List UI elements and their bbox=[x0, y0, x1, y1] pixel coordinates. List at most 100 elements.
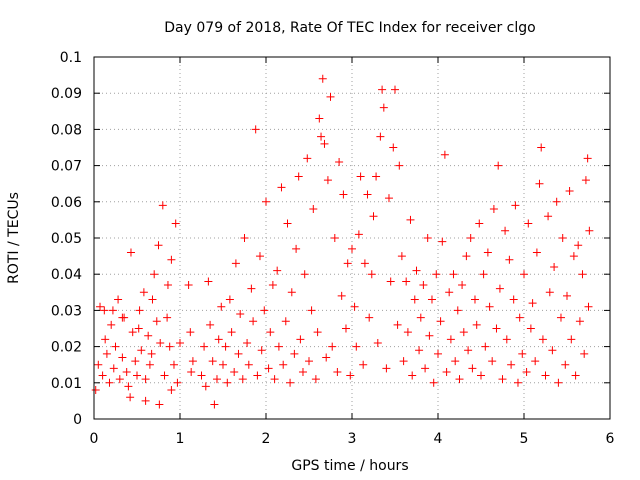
data-point bbox=[300, 270, 309, 279]
data-point bbox=[545, 288, 554, 297]
data-point bbox=[91, 386, 100, 395]
data-point bbox=[494, 161, 503, 170]
data-point bbox=[337, 291, 346, 300]
data-point bbox=[372, 172, 381, 181]
data-point bbox=[477, 371, 485, 380]
data-point bbox=[421, 364, 430, 373]
data-point bbox=[522, 367, 531, 376]
data-point bbox=[453, 306, 462, 315]
data-point bbox=[416, 313, 425, 322]
data-point bbox=[188, 357, 197, 366]
data-point bbox=[294, 172, 303, 181]
data-point bbox=[382, 364, 391, 373]
data-points bbox=[91, 74, 594, 409]
data-point bbox=[158, 201, 167, 210]
data-point bbox=[124, 382, 133, 391]
x-tick-label: 3 bbox=[348, 431, 357, 447]
data-point bbox=[513, 378, 522, 387]
y-tick-label: 0.04 bbox=[51, 267, 82, 283]
data-point bbox=[109, 364, 118, 373]
data-point bbox=[186, 328, 195, 337]
data-point bbox=[429, 378, 438, 387]
data-point bbox=[100, 306, 109, 315]
data-point bbox=[262, 197, 270, 206]
data-point bbox=[495, 284, 504, 293]
data-point bbox=[343, 259, 352, 268]
data-point bbox=[492, 324, 501, 333]
x-tick-label: 5 bbox=[520, 431, 529, 447]
data-point bbox=[281, 317, 290, 326]
data-point bbox=[402, 277, 411, 286]
data-point bbox=[354, 230, 363, 239]
data-point bbox=[483, 248, 492, 257]
y-tick-label: 0.05 bbox=[51, 231, 82, 247]
data-point bbox=[581, 176, 590, 185]
data-point bbox=[563, 291, 571, 300]
data-point bbox=[135, 306, 144, 315]
data-point bbox=[317, 132, 326, 141]
data-point bbox=[373, 338, 382, 347]
data-point bbox=[296, 335, 305, 344]
data-point bbox=[273, 266, 282, 275]
data-point bbox=[307, 306, 316, 315]
data-point bbox=[567, 335, 576, 344]
data-point bbox=[208, 357, 217, 366]
data-point bbox=[544, 212, 553, 221]
data-point bbox=[537, 143, 546, 152]
data-point bbox=[200, 342, 209, 351]
data-point bbox=[384, 194, 393, 203]
x-axis-ticks: 0 1 2 3 4 5 6 bbox=[90, 57, 615, 447]
data-point bbox=[565, 186, 574, 195]
data-point bbox=[558, 234, 567, 242]
data-point bbox=[462, 252, 471, 261]
data-point bbox=[115, 375, 124, 384]
x-axis-label: GPS time / hours bbox=[291, 458, 408, 474]
data-point bbox=[359, 360, 368, 369]
data-point bbox=[468, 364, 477, 373]
data-point bbox=[445, 288, 454, 297]
data-point bbox=[122, 367, 131, 376]
data-point bbox=[379, 103, 388, 112]
data-point bbox=[315, 114, 324, 123]
data-point bbox=[376, 132, 385, 141]
data-point bbox=[320, 139, 329, 148]
data-point bbox=[449, 270, 458, 279]
data-point bbox=[152, 317, 161, 326]
data-point bbox=[210, 400, 219, 409]
data-point bbox=[410, 295, 419, 304]
data-point bbox=[395, 161, 404, 170]
data-point bbox=[528, 299, 537, 308]
data-point bbox=[141, 375, 150, 384]
data-point bbox=[150, 270, 159, 279]
data-point bbox=[511, 201, 520, 210]
data-point bbox=[423, 234, 432, 242]
data-point bbox=[244, 360, 253, 369]
data-point bbox=[286, 378, 295, 387]
data-point bbox=[488, 357, 497, 366]
data-point bbox=[475, 219, 484, 228]
data-point bbox=[322, 353, 331, 362]
data-point bbox=[333, 367, 342, 376]
data-point bbox=[165, 342, 174, 351]
data-point bbox=[481, 342, 490, 351]
data-point bbox=[458, 281, 467, 290]
data-point bbox=[561, 360, 570, 369]
data-point bbox=[221, 342, 230, 351]
data-point bbox=[341, 324, 350, 333]
data-point bbox=[350, 302, 359, 311]
data-point bbox=[231, 259, 240, 268]
data-point bbox=[541, 371, 550, 380]
data-point bbox=[436, 317, 445, 326]
data-point bbox=[176, 338, 184, 347]
data-point bbox=[442, 367, 451, 376]
data-point bbox=[335, 157, 344, 166]
data-point bbox=[114, 295, 123, 304]
data-point bbox=[105, 378, 114, 387]
data-point bbox=[501, 226, 510, 235]
data-point bbox=[318, 74, 327, 83]
x-tick-label: 2 bbox=[262, 431, 271, 447]
data-point bbox=[249, 317, 258, 326]
data-point bbox=[118, 313, 127, 322]
data-point bbox=[131, 357, 140, 366]
